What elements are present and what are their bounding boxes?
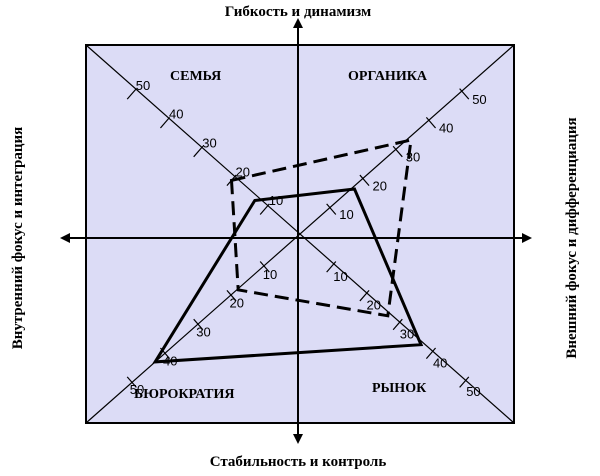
profile-solid [152,187,424,364]
axis-title-right: Внешний фокус и дифференциация [564,117,580,358]
quadrant-label-semya: СЕМЬЯ [170,69,221,84]
tick-semya-10 [259,203,270,215]
tick-label-organika-10: 10 [339,207,353,222]
tick-label-semya-10: 10 [269,193,283,208]
tick-byurokratiya-10 [259,261,270,273]
tick-label-rynok-30: 30 [400,326,414,341]
tick-organika-10 [326,203,337,215]
tick-label-rynok-20: 20 [366,298,380,313]
tick-label-semya-50: 50 [136,78,150,93]
culture-profiles [152,138,424,364]
tick-organika-40 [425,117,437,129]
tick-rynok-30 [392,318,403,331]
tick-organika-20 [359,174,370,187]
tick-label-organika-50: 50 [472,92,486,107]
tick-rynok-20 [359,289,370,302]
tick-organika-50 [459,88,470,100]
tick-semya-40 [159,117,171,129]
tick-byurokratiya-50 [126,376,137,388]
tick-label-rynok-10: 10 [333,269,347,284]
quadrant-label-byurokratiya: БЮРОКРАТИЯ [134,387,235,402]
tick-semya-30 [193,145,204,158]
tick-rynok-10 [326,261,337,273]
tick-label-rynok-50: 50 [466,384,480,399]
quadrant-label-organika: ОРГАНИКА [348,69,428,84]
tick-organika-30 [392,145,403,158]
tick-label-semya-20: 20 [236,164,250,179]
tick-label-semya-40: 40 [169,107,183,122]
tick-semya-50 [126,88,137,100]
profile-dashed [229,138,413,318]
tick-label-byurokratiya-20: 20 [230,296,244,311]
tick-rynok-50 [459,376,470,388]
tick-label-byurokratiya-50: 50 [130,382,144,397]
axis-title-bottom: Стабильность и контроль [210,454,387,470]
tick-byurokratiya-20 [226,289,237,302]
tick-label-organika-40: 40 [439,121,453,136]
tick-label-byurokratiya-30: 30 [196,324,210,339]
tick-label-semya-30: 30 [202,136,216,151]
quadrant-label-rynok: РЫНОК [372,381,427,396]
tick-label-organika-20: 20 [372,178,386,193]
tick-rynok-40 [425,347,437,359]
tick-label-rynok-40: 40 [433,355,447,370]
axis-title-left: Внутренний фокус и интеграция [10,127,26,350]
axis-title-top: Гибкость и динамизм [225,4,371,20]
tick-label-byurokratiya-10: 10 [263,267,277,282]
tick-byurokratiya-30 [193,318,204,331]
